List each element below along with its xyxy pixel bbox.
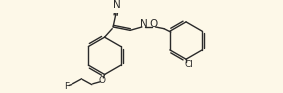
Text: O: O [150, 19, 158, 29]
Text: N: N [140, 19, 147, 29]
Text: O: O [98, 76, 106, 85]
Text: F: F [64, 82, 69, 91]
Text: Cl: Cl [184, 60, 193, 69]
Text: N: N [113, 0, 121, 10]
